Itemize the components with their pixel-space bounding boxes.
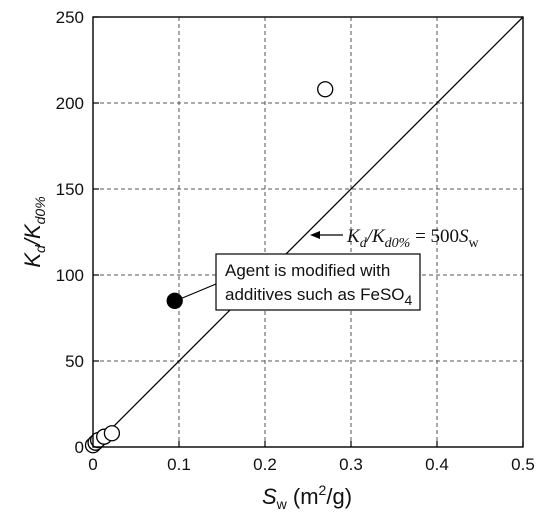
y-axis-label: Kd/Kd0% (20, 196, 48, 267)
y-tick-label: 150 (56, 180, 84, 199)
x-tick-label: 0.5 (511, 455, 535, 474)
x-axis-label: Sw (m2/g) (262, 482, 352, 512)
plot-frame (92, 16, 524, 448)
fit-line-group (92, 16, 524, 448)
y-tick-label: 50 (65, 352, 84, 371)
x-tick-label: 0.2 (253, 455, 277, 474)
grid (93, 17, 523, 447)
y-tick-labels: 0 50 100 150 200 250 (56, 8, 84, 457)
open-data-point (103, 425, 121, 442)
equation-annotation: Kd/Kd0% = 500Sw (310, 226, 480, 251)
equation-arrowhead (310, 231, 320, 239)
open-data-point (317, 81, 334, 98)
y-tick-label: 200 (56, 94, 84, 113)
x-tick-label: 0.4 (425, 455, 449, 474)
y-tick-label: 100 (56, 266, 84, 285)
callout-leader (179, 283, 217, 300)
x-tick-label: 0 (88, 455, 97, 474)
callout-box (215, 253, 421, 311)
callout-annotation: Agent is modified with additives such as… (179, 253, 421, 311)
callout-line-2: additives such as FeSO4 (225, 285, 413, 308)
x-tick-label: 0.3 (339, 455, 363, 474)
fit-line (92, 16, 524, 448)
y-tick-label: 250 (56, 8, 84, 27)
callout-line-1: Agent is modified with (225, 261, 390, 280)
y-tick-label: 0 (75, 438, 84, 457)
x-tick-labels: 0 0.1 0.2 0.3 0.4 0.5 (88, 455, 535, 474)
equation-label: Kd/Kd0% = 500Sw (346, 226, 480, 251)
filled-data-point (166, 292, 183, 309)
x-tick-label: 0.1 (167, 455, 191, 474)
